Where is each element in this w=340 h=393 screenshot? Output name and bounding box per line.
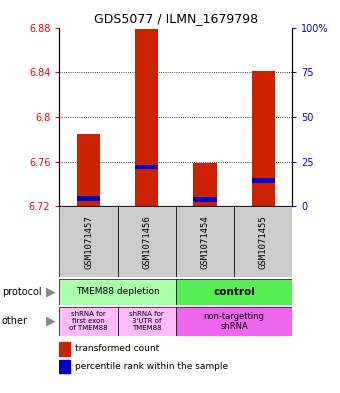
Text: protocol: protocol xyxy=(2,287,41,297)
Text: GSM1071457: GSM1071457 xyxy=(84,215,93,268)
Bar xyxy=(59,279,176,305)
Bar xyxy=(252,71,275,206)
Text: ▶: ▶ xyxy=(46,285,55,298)
Text: GSM1071456: GSM1071456 xyxy=(142,215,151,268)
Bar xyxy=(59,307,118,336)
Text: percentile rank within the sample: percentile rank within the sample xyxy=(75,362,228,371)
Text: TMEM88 depletion: TMEM88 depletion xyxy=(76,287,159,296)
Bar xyxy=(176,279,292,305)
Bar xyxy=(234,206,292,277)
Text: GSM1071454: GSM1071454 xyxy=(201,215,209,268)
Bar xyxy=(193,197,217,202)
Bar xyxy=(77,196,100,201)
Text: ▶: ▶ xyxy=(46,315,55,328)
Bar xyxy=(135,29,158,206)
Title: GDS5077 / ILMN_1679798: GDS5077 / ILMN_1679798 xyxy=(94,12,258,25)
Text: shRNA for
3'UTR of
TMEM88: shRNA for 3'UTR of TMEM88 xyxy=(130,311,164,331)
Bar xyxy=(59,360,70,373)
Text: other: other xyxy=(2,316,28,326)
Bar xyxy=(118,206,176,277)
Bar xyxy=(176,307,292,336)
Bar xyxy=(193,163,217,206)
Bar xyxy=(77,134,100,206)
Text: shRNA for
first exon
of TMEM88: shRNA for first exon of TMEM88 xyxy=(69,311,108,331)
Text: transformed count: transformed count xyxy=(75,345,159,353)
Text: non-targetting
shRNA: non-targetting shRNA xyxy=(204,312,265,331)
Bar xyxy=(118,307,176,336)
Bar xyxy=(252,178,275,183)
Bar xyxy=(135,165,158,169)
Text: GSM1071455: GSM1071455 xyxy=(259,215,268,268)
Bar xyxy=(176,206,234,277)
Bar xyxy=(59,342,70,356)
Text: control: control xyxy=(213,287,255,297)
Bar xyxy=(59,206,118,277)
